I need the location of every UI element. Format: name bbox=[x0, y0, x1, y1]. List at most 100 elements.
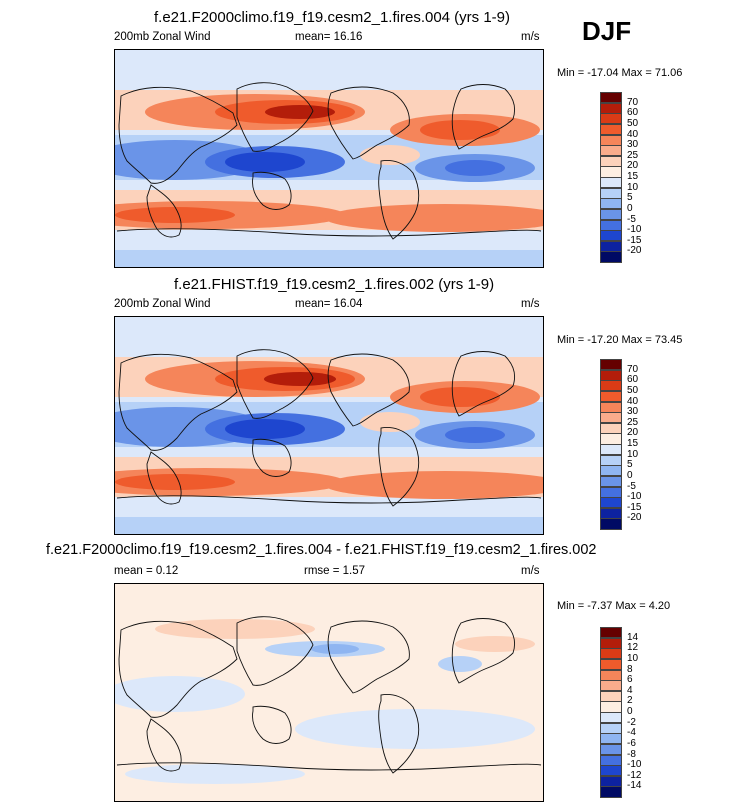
colorbar-tick-label: 10 bbox=[627, 652, 639, 664]
diff-negative-atlantic bbox=[438, 656, 482, 672]
colorbar-swatch bbox=[600, 733, 622, 745]
colorbar-tick-label: -6 bbox=[627, 737, 636, 749]
panel-2-left-label: 200mb Zonal Wind bbox=[114, 298, 211, 310]
colorbar-tick-label: 70 bbox=[627, 96, 639, 108]
colorbar-tick-label: 40 bbox=[627, 395, 639, 407]
atlantic-jet-inner bbox=[420, 387, 500, 407]
panel-3-units-label: m/s bbox=[521, 565, 540, 577]
maritime-easterlies-core bbox=[225, 152, 305, 172]
colorbar-swatch bbox=[600, 401, 622, 413]
coastline bbox=[327, 86, 410, 160]
colorbar-tick-label: -10 bbox=[627, 224, 642, 236]
panel-3-rmse-label: rmse = 1.57 bbox=[304, 565, 366, 577]
colorbar-swatch bbox=[600, 369, 622, 381]
colorbar-tick-label: 70 bbox=[627, 363, 639, 375]
colorbar-swatch bbox=[600, 240, 622, 252]
colorbar-swatch bbox=[600, 486, 622, 498]
coastline bbox=[118, 620, 238, 718]
atlantic-easterlies-core bbox=[445, 160, 505, 176]
colorbar-tick-label: 20 bbox=[627, 160, 639, 172]
coastline bbox=[327, 353, 410, 427]
panel-3-title: f.e21.F2000climo.f19_f19.cesm2_1.fires.0… bbox=[46, 542, 597, 558]
colorbar-tick-label: -10 bbox=[627, 491, 642, 503]
colorbar-tick-label: 15 bbox=[627, 438, 639, 449]
colorbar-swatch bbox=[600, 475, 622, 487]
colorbar-tick-label: 15 bbox=[627, 171, 639, 182]
colorbar-tick-label: 25 bbox=[627, 149, 639, 161]
colorbar-tick-label: 0 bbox=[627, 706, 633, 717]
sh-jet-core bbox=[115, 474, 235, 490]
colorbar-swatch bbox=[600, 712, 622, 724]
colorbar-swatch bbox=[600, 669, 622, 681]
colorbar-swatch bbox=[600, 155, 622, 167]
atlantic-easterlies-core bbox=[445, 427, 505, 443]
panel-1-colorbar: 70 60 50 40 30 25 20 15 10 5 0 -5 -10 -15 -20 bbox=[600, 92, 660, 263]
panel-2-mean-label: mean= 16.04 bbox=[295, 298, 363, 310]
colorbar-swatch bbox=[600, 765, 622, 777]
colorbar-tick-label: -12 bbox=[627, 769, 642, 781]
coastline bbox=[118, 353, 238, 451]
colorbar-tick-label: 4 bbox=[627, 684, 633, 696]
diff-negative-indian bbox=[115, 676, 245, 712]
colorbar-swatch bbox=[600, 380, 622, 392]
colorbar-tick-label: 60 bbox=[627, 107, 639, 119]
colorbar-swatch bbox=[600, 219, 622, 231]
panel-3-min-max: Min = -7.37 Max = 4.20 bbox=[557, 600, 671, 612]
season-label: DJF bbox=[582, 16, 632, 46]
colorbar-swatch bbox=[600, 166, 622, 178]
colorbar-tick-label: -10 bbox=[627, 759, 642, 771]
colorbar-tick-label: -5 bbox=[627, 480, 636, 492]
colorbar-swatch bbox=[600, 690, 622, 702]
colorbar-swatch bbox=[600, 359, 622, 371]
coastline bbox=[236, 82, 314, 152]
panel-2-title: f.e21.FHIST.f19_f19.cesm2_1.fires.002 (y… bbox=[174, 276, 495, 293]
panel-2-colorbar: 70 60 50 40 30 25 20 15 10 5 0 -5 -10 -15 -20 bbox=[600, 359, 660, 530]
diff-negative-southern bbox=[125, 764, 305, 784]
colorbar-swatch bbox=[600, 786, 622, 798]
panel-1-left-label: 200mb Zonal Wind bbox=[114, 31, 211, 43]
colorbar-tick-label: 60 bbox=[627, 374, 639, 386]
colorbar-swatch bbox=[600, 454, 622, 466]
colorbar-tick-label: 20 bbox=[627, 427, 639, 439]
map-field bbox=[115, 50, 543, 267]
sh-jet-core bbox=[115, 207, 235, 223]
colorbar-tick-label: 2 bbox=[627, 695, 633, 707]
coastline bbox=[236, 349, 314, 419]
polar-band bbox=[115, 250, 543, 267]
colorbar-tick-label: -15 bbox=[627, 234, 642, 246]
polar-band bbox=[115, 517, 543, 534]
sh-jet-east bbox=[325, 204, 543, 232]
colorbar-swatch bbox=[600, 177, 622, 189]
panel-1-map bbox=[114, 49, 544, 268]
colorbar-tick-label: 25 bbox=[627, 416, 639, 428]
colorbar-tick-label: -14 bbox=[627, 780, 642, 792]
coastline bbox=[451, 351, 516, 417]
colorbar-swatch bbox=[600, 208, 622, 220]
colorbar-tick-label: 0 bbox=[627, 202, 633, 214]
pacific-westerly-duct bbox=[360, 145, 420, 165]
colorbar-swatch bbox=[600, 775, 622, 787]
diff-positive-atlantic bbox=[455, 636, 535, 652]
panel-3-map bbox=[114, 583, 544, 802]
colorbar-swatch bbox=[600, 92, 622, 104]
panel-2-units-label: m/s bbox=[521, 298, 540, 310]
coastline bbox=[118, 86, 238, 184]
panel-1-mean-label: mean= 16.16 bbox=[295, 31, 363, 43]
colorbar-swatch bbox=[600, 145, 622, 157]
asian-jet-core bbox=[265, 105, 335, 119]
colorbar-tick-label: 0 bbox=[627, 469, 633, 481]
colorbar-swatch bbox=[600, 754, 622, 766]
panel-1-units-label: m/s bbox=[521, 31, 540, 43]
coastline bbox=[116, 762, 542, 771]
colorbar-tick-label: 8 bbox=[627, 663, 633, 675]
panel-2-min-max: Min = -17.20 Max = 73.45 bbox=[557, 334, 683, 346]
colorbar-tick-label: 10 bbox=[627, 448, 639, 460]
asian-jet-core bbox=[263, 372, 337, 386]
colorbar-swatch bbox=[600, 465, 622, 477]
coastline bbox=[146, 184, 182, 238]
coastline bbox=[146, 718, 182, 772]
maritime-easterlies-core bbox=[225, 419, 305, 439]
colorbar-tick-label: -15 bbox=[627, 501, 642, 513]
colorbar-swatch bbox=[600, 123, 622, 135]
coastline bbox=[378, 160, 420, 240]
